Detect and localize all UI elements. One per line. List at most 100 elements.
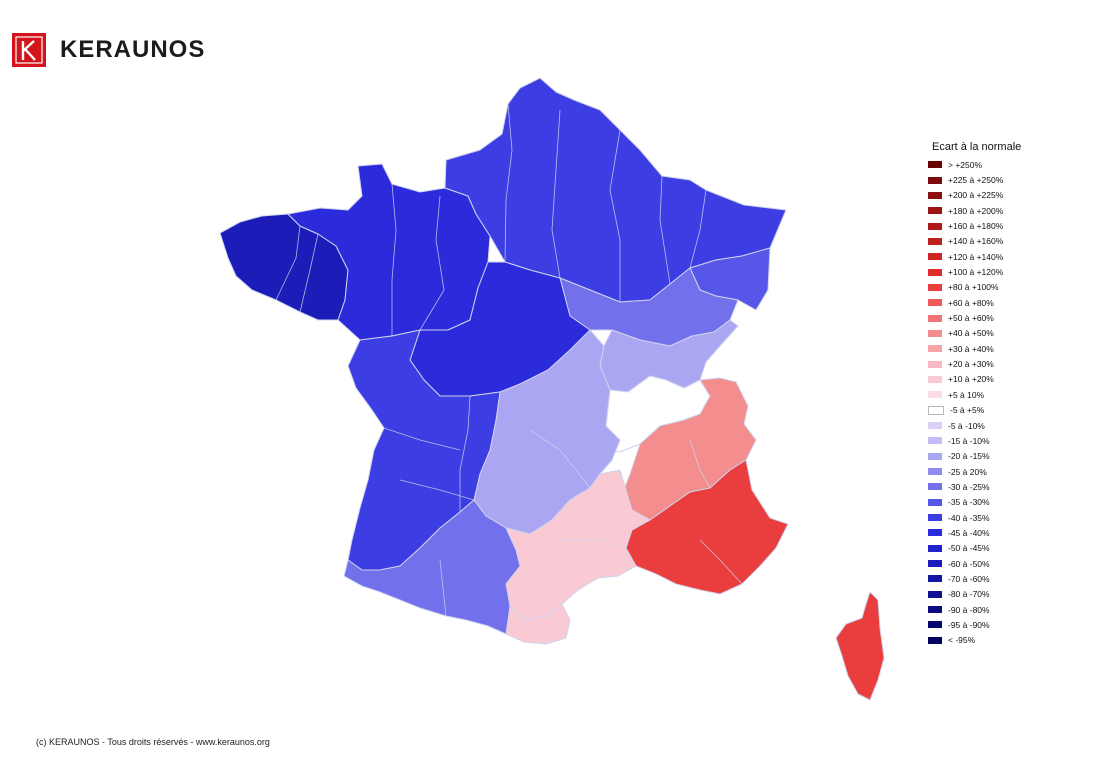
legend-label: > +250%: [948, 159, 983, 170]
legend-swatch: [928, 253, 942, 261]
legend-label: -25 à 20%: [948, 466, 987, 477]
legend-item: -90 à -80%: [928, 602, 1021, 617]
legend-item: -30 à -25%: [928, 479, 1021, 494]
legend-label: -80 à -70%: [948, 589, 990, 600]
legend-swatch: [928, 636, 942, 644]
legend-item: +225 à +250%: [928, 172, 1021, 187]
legend-item: -80 à -70%: [928, 587, 1021, 602]
legend-label: +80 à +100%: [948, 282, 999, 293]
legend-item: -40 à -35%: [928, 510, 1021, 525]
legend-item: -70 à -60%: [928, 571, 1021, 586]
legend-label: -95 à -90%: [948, 619, 990, 630]
legend-label: -15 à -10%: [948, 435, 990, 446]
region-provence: [625, 459, 789, 595]
legend-swatch: [928, 575, 942, 583]
legend-label: -90 à -80%: [948, 604, 990, 615]
legend-item: +20 à +30%: [928, 356, 1021, 371]
brand-name: KERAUNOS: [60, 36, 206, 63]
legend-swatch: [928, 360, 942, 368]
legend-item: -95 à -90%: [928, 617, 1021, 632]
legend-item: +140 à +160%: [928, 234, 1021, 249]
legend-item: -25 à 20%: [928, 464, 1021, 479]
legend-label: -35 à -30%: [948, 497, 990, 508]
region-pyrenees: [343, 499, 521, 635]
legend-swatch: [928, 268, 942, 276]
legend-swatch: [928, 544, 942, 552]
legend-item: +80 à +100%: [928, 280, 1021, 295]
legend-swatch: [928, 437, 942, 445]
legend-item: +30 à +40%: [928, 341, 1021, 356]
legend-item: +60 à +80%: [928, 295, 1021, 310]
legend-swatch: [928, 391, 942, 399]
region-franche-comte: [559, 267, 739, 347]
legend-label: -70 à -60%: [948, 573, 990, 584]
legend-swatch: [928, 161, 942, 169]
legend-title: Ecart à la normale: [932, 141, 1022, 153]
legend-item: +40 à +50%: [928, 326, 1021, 341]
legend-item: +180 à +200%: [928, 203, 1021, 218]
legend-swatch: [928, 468, 942, 476]
legend-item: -35 à -30%: [928, 495, 1021, 510]
legend-label: +140 à +160%: [948, 236, 1004, 247]
legend-label: +200 à +225%: [948, 190, 1004, 201]
legend-label: +20 à +30%: [948, 359, 994, 370]
legend-label: < -95%: [948, 635, 976, 646]
legend-swatch: [928, 237, 942, 245]
legend-item: +5 à 10%: [928, 387, 1021, 402]
legend-swatch: [928, 452, 942, 460]
legend-item: +200 à +225%: [928, 188, 1021, 203]
legend-label: -50 à -45%: [948, 543, 990, 554]
legend-swatch: [928, 283, 942, 291]
legend-item: -50 à -45%: [928, 541, 1021, 556]
legend-label: +225 à +250%: [948, 175, 1004, 186]
legend-item: -20 à -15%: [928, 449, 1021, 464]
legend-swatch: [928, 590, 942, 598]
legend-label: -30 à -25%: [948, 481, 990, 492]
keraunos-logo-icon: [12, 33, 46, 67]
legend-item: -60 à -50%: [928, 556, 1021, 571]
legend-item: -5 à +5%: [928, 403, 1021, 418]
legend-swatch: [928, 560, 942, 568]
legend-label: -5 à +5%: [950, 405, 985, 416]
legend-swatch: [928, 329, 942, 337]
legend-swatch: [928, 299, 942, 307]
legend-label: +180 à +200%: [948, 205, 1004, 216]
legend-swatch: [928, 314, 942, 322]
legend-swatch: [928, 514, 942, 522]
legend-label: +50 à +60%: [948, 313, 994, 324]
legend-swatch: [928, 529, 942, 537]
legend-label: +60 à +80%: [948, 297, 994, 308]
legend-swatch: [928, 176, 942, 184]
legend-swatch: [928, 345, 942, 353]
legend-swatch: [928, 191, 942, 199]
legend-item: > +250%: [928, 157, 1021, 172]
legend-label: -5 à -10%: [948, 420, 985, 431]
copyright-footer: (c) KERAUNOS - Tous droits réservés - ww…: [36, 737, 270, 747]
legend-item: +120 à +140%: [928, 249, 1021, 264]
legend-swatch: [928, 498, 942, 506]
legend-swatch: [928, 405, 944, 415]
legend-item: < -95%: [928, 633, 1021, 648]
legend-item: +100 à +120%: [928, 264, 1021, 279]
legend-item: -15 à -10%: [928, 433, 1021, 448]
legend-label: +160 à +180%: [948, 221, 1004, 232]
legend-label: +100 à +120%: [948, 267, 1004, 278]
legend-swatch: [928, 483, 942, 491]
legend-rows: > +250% +225 à +250% +200 à +225% +180 à +2…: [928, 157, 1021, 648]
legend-label: -60 à -50%: [948, 558, 990, 569]
legend-label: -40 à -35%: [948, 512, 990, 523]
legend-item: -5 à -10%: [928, 418, 1021, 433]
legend: Ecart à la normale > +250% +225 à +250% +2…: [928, 141, 1021, 648]
legend-label: +120 à +140%: [948, 251, 1004, 262]
legend-label: -45 à -40%: [948, 527, 990, 538]
legend-swatch: [928, 422, 942, 430]
region-pyrenees-orientales: [505, 603, 571, 645]
legend-swatch: [928, 207, 942, 215]
legend-swatch: [928, 375, 942, 383]
keraunos-logo: KERAUNOS: [12, 33, 205, 67]
legend-item: +160 à +180%: [928, 218, 1021, 233]
legend-label: -20 à -15%: [948, 451, 990, 462]
legend-label: +30 à +40%: [948, 343, 994, 354]
legend-item: +50 à +60%: [928, 310, 1021, 325]
